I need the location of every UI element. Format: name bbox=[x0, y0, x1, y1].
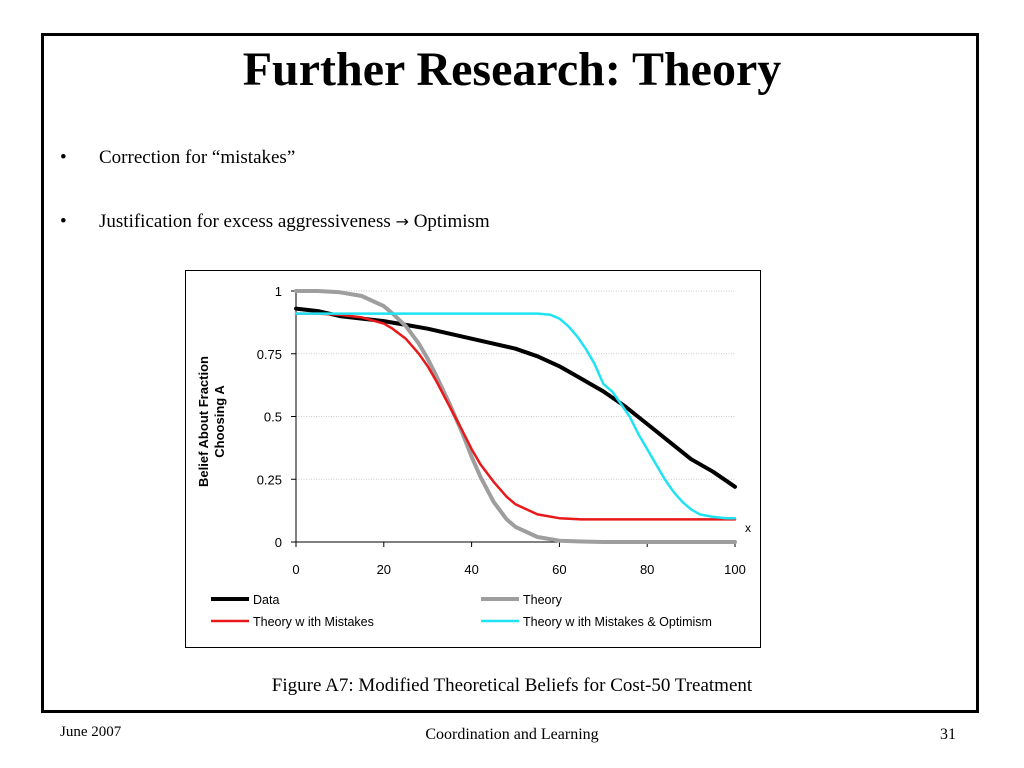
page-number: 31 bbox=[940, 726, 956, 743]
y-tick-label: 0.25 bbox=[257, 472, 282, 487]
slide-title: Further Research: Theory bbox=[242, 43, 782, 96]
series-line bbox=[294, 312, 737, 520]
x-tick-label: 0 bbox=[292, 562, 299, 577]
bullet-text: Justification for excess aggressiveness … bbox=[99, 210, 490, 234]
y-tick-label: 0.5 bbox=[264, 410, 282, 425]
bullet-dot: • bbox=[60, 147, 67, 168]
x-tick-label: 40 bbox=[464, 562, 478, 577]
bullet-dot: • bbox=[60, 211, 67, 232]
x-tick-label: 100 bbox=[724, 562, 746, 577]
x-tick-label: 20 bbox=[377, 562, 391, 577]
footer-date: June 2007 bbox=[60, 724, 122, 740]
bullet-text-after: Optimism bbox=[413, 211, 490, 232]
chart-container: 0 0.25 0.5 0.75 1 0 20 40 60 80 100 x Belief About F… bbox=[185, 270, 761, 648]
figure-caption: Figure A7: Modified Theoretical Beliefs … bbox=[271, 675, 753, 696]
x-axis-label: x bbox=[745, 521, 751, 535]
y-tick-label: 0.75 bbox=[257, 347, 282, 362]
series-line bbox=[294, 289, 737, 544]
y-tick-label: 1 bbox=[275, 284, 282, 299]
line-chart: 0 0.25 0.5 0.75 1 0 20 40 60 80 100 x Belief About F… bbox=[196, 284, 751, 629]
right-arrow-icon: → bbox=[395, 212, 409, 231]
y-axis-label: Belief About Fraction bbox=[196, 356, 211, 487]
x-tick-label: 80 bbox=[640, 562, 654, 577]
bullet-text-main: Justification for excess aggressiveness bbox=[99, 211, 391, 232]
bullet-text: Correction for “mistakes” bbox=[99, 147, 296, 168]
footer-title: Coordination and Learning bbox=[425, 726, 599, 743]
legend-label: Theory w ith Mistakes bbox=[253, 615, 374, 629]
legend-label: Data bbox=[253, 593, 279, 607]
legend-label: Theory w ith Mistakes & Optimism bbox=[523, 615, 712, 629]
y-axis-label: Choosing A bbox=[212, 385, 227, 458]
legend-label: Theory bbox=[523, 593, 563, 607]
x-tick-label: 60 bbox=[552, 562, 566, 577]
slide-frame bbox=[41, 33, 979, 713]
y-tick-label: 0 bbox=[275, 535, 282, 550]
series-line bbox=[294, 312, 737, 521]
series-line bbox=[294, 306, 737, 489]
